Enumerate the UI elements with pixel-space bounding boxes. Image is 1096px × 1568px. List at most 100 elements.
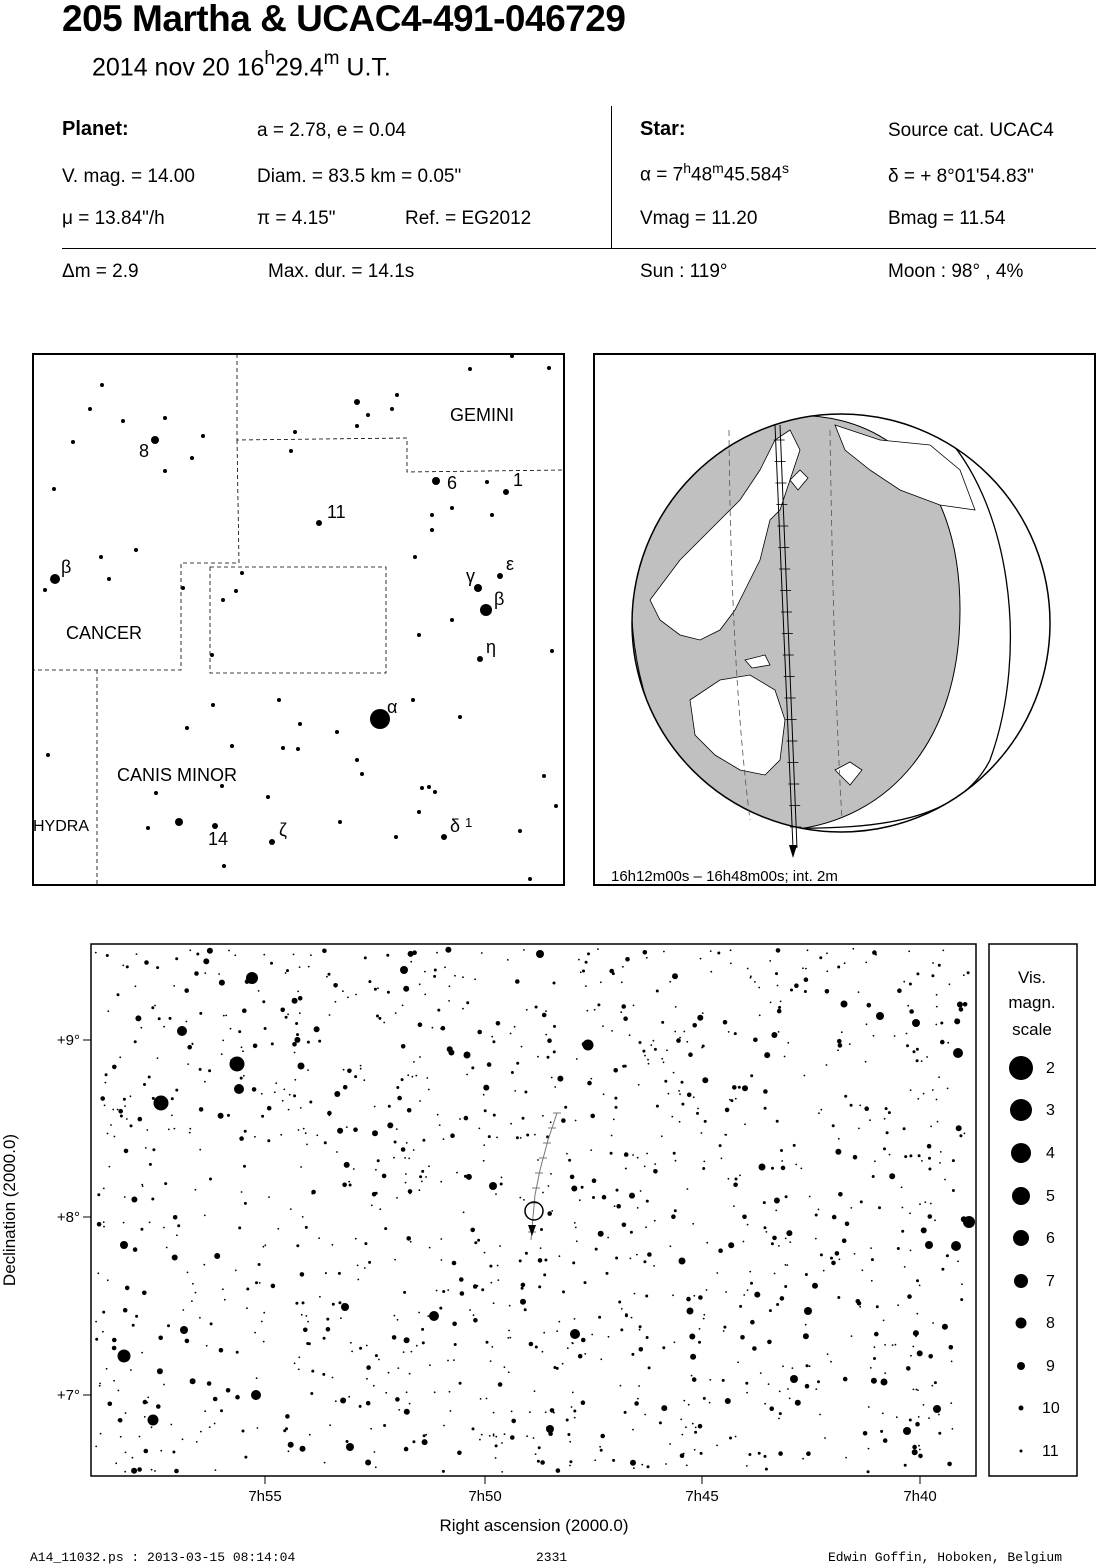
chart-star	[907, 1294, 912, 1299]
chart-star	[462, 1211, 465, 1214]
chart-star	[310, 954, 312, 956]
chart-star	[653, 1169, 658, 1174]
chart-star	[137, 1467, 142, 1472]
chart-star	[342, 1303, 345, 1306]
chart-star	[631, 1352, 635, 1356]
chart-star	[601, 1194, 607, 1200]
finder-star	[427, 785, 431, 789]
chart-star	[419, 1056, 421, 1058]
chart-star	[645, 1336, 649, 1339]
chart-star	[752, 1346, 757, 1351]
chart-star	[205, 1344, 208, 1347]
chart-star	[880, 1429, 884, 1433]
chart-star	[780, 1149, 783, 1152]
chart-star	[458, 1381, 462, 1385]
chart-star	[729, 949, 732, 952]
chart-star	[957, 1260, 959, 1263]
chart-star	[570, 1406, 573, 1408]
chart-star	[228, 949, 230, 952]
chart-star	[885, 1131, 889, 1135]
chart-star	[781, 1160, 784, 1162]
chart-star	[916, 972, 920, 976]
chart-star	[948, 983, 951, 986]
chart-star	[950, 1402, 953, 1404]
chart-star	[915, 1047, 919, 1051]
chart-star	[870, 1377, 877, 1384]
chart-star	[556, 1330, 559, 1332]
chart-star	[398, 1409, 401, 1411]
chart-star	[298, 966, 301, 968]
chart-star	[840, 1031, 843, 1034]
chart-star	[936, 1409, 939, 1412]
chart-star	[960, 1216, 967, 1223]
chart-star	[421, 1439, 428, 1446]
chart-star	[763, 1454, 767, 1458]
chart-star	[222, 1039, 225, 1042]
chart-star	[940, 1039, 945, 1045]
chart-star	[260, 1092, 263, 1095]
legend-mag: 9	[1046, 1358, 1055, 1375]
chart-star	[693, 1448, 696, 1451]
chart-star	[918, 1284, 921, 1287]
chart-star	[852, 947, 855, 950]
chart-star	[694, 1426, 697, 1429]
chart-star	[734, 1097, 737, 1100]
chart-star	[474, 978, 476, 981]
x-tick-label: 7h40	[903, 1488, 936, 1505]
table-divider	[611, 106, 612, 248]
chart-star	[494, 1444, 498, 1448]
finder-star	[450, 618, 454, 622]
chart-star	[645, 1199, 649, 1203]
chart-star	[300, 1166, 302, 1168]
chart-star	[104, 1073, 108, 1077]
chart-star	[764, 1467, 768, 1471]
chart-star	[582, 1039, 594, 1051]
chart-star	[917, 1154, 921, 1158]
chart-star	[857, 991, 860, 993]
chart-star	[243, 1129, 247, 1133]
chart-star	[916, 1350, 923, 1357]
chart-star	[98, 1384, 101, 1387]
chart-star	[318, 1039, 322, 1043]
chart-star	[553, 1366, 557, 1369]
chart-star	[728, 1242, 735, 1249]
chart-star	[805, 1364, 809, 1368]
chart-star	[615, 1188, 619, 1192]
chart-star	[124, 1285, 130, 1291]
chart-star	[586, 1009, 589, 1012]
chart-star	[878, 1206, 881, 1210]
chart-star	[533, 1390, 536, 1392]
finder-star	[366, 413, 370, 417]
chart-star	[396, 1086, 400, 1089]
chart-star	[366, 1365, 371, 1370]
chart-star	[497, 1279, 500, 1281]
chart-star	[784, 1195, 788, 1199]
chart-star	[928, 1417, 930, 1419]
chart-star	[147, 1414, 159, 1426]
chart-star	[819, 1253, 823, 1257]
chart-star	[630, 1459, 636, 1466]
chart-star	[644, 1054, 646, 1057]
chart-star	[641, 1463, 644, 1466]
finder-star	[185, 726, 189, 730]
chart-star	[547, 1211, 552, 1216]
finder-star	[510, 354, 514, 358]
chart-star	[561, 1362, 564, 1365]
chart-star	[966, 971, 970, 975]
finder-star	[266, 795, 270, 799]
chart-star	[597, 1003, 601, 1007]
chart-star	[915, 1421, 920, 1427]
chart-star	[647, 1062, 650, 1065]
chart-star	[342, 1084, 348, 1090]
chart-star	[961, 1283, 963, 1286]
chart-star	[778, 1412, 782, 1416]
chart-star	[523, 949, 525, 951]
chart-star	[154, 1470, 156, 1472]
chart-star	[607, 1236, 609, 1239]
finder-star	[420, 786, 424, 790]
chart-star	[903, 1427, 911, 1435]
chart-star	[208, 1426, 211, 1428]
chart-star	[251, 1087, 257, 1092]
chart-star	[939, 1151, 942, 1153]
chart-star	[394, 1012, 397, 1014]
